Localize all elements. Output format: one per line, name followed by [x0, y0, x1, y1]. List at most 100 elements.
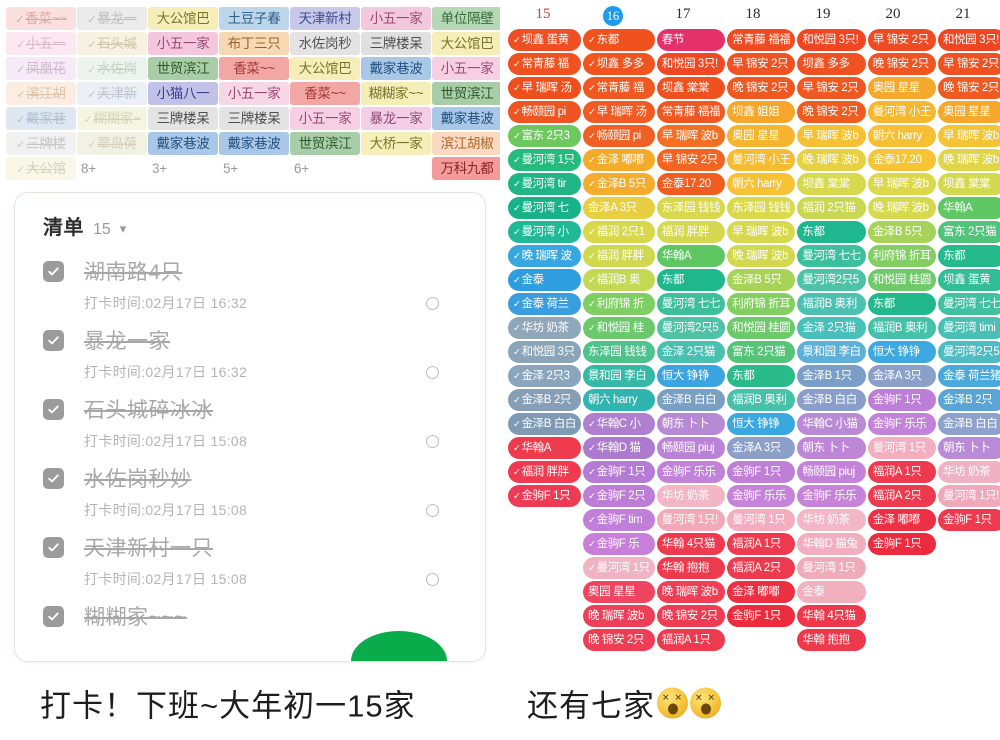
calendar-event-chip[interactable]: ✓福润 胖胖 — [583, 245, 655, 267]
tag-cell[interactable]: 三牌楼呆 — [361, 32, 431, 55]
calendar-event-chip[interactable]: 东泽园 钱钱 — [727, 197, 796, 219]
calendar-event-chip[interactable]: 金泽B 白白 — [937, 413, 1000, 435]
calendar-event-chip[interactable]: 和悦园 桂圆 — [867, 269, 936, 291]
calendar-event-chip[interactable]: 东泽园 钱钱 — [656, 197, 726, 219]
calendar-event-chip[interactable]: 和悦园 3只! — [656, 53, 726, 75]
tag-cell[interactable]: 世贸滨江 — [290, 132, 360, 155]
calendar-event-chip[interactable]: 曼河湾 1只! — [656, 509, 726, 531]
calendar-event-chip[interactable]: ✓华翰D 猫 — [583, 437, 655, 459]
calendar-day-15[interactable]: 15 — [535, 6, 551, 22]
tag-cell[interactable]: ✓滨江胡 — [6, 82, 76, 105]
calendar-event-chip[interactable]: 晚 瑞晖 波b — [867, 197, 936, 219]
checklist-item[interactable]: 石头城碎冰冰 打卡时间:02月17日 15:08 — [15, 394, 485, 451]
calendar-event-chip[interactable]: 金驹F 1只 — [937, 509, 1000, 531]
calendar-event-chip[interactable]: 利府锦 折耳 — [727, 293, 796, 315]
calendar-event-chip[interactable]: ✓金泽B 2只 — [508, 389, 582, 411]
tag-cell[interactable]: 滨江胡椒 — [432, 132, 500, 155]
calendar-event-chip[interactable]: ✓早 瑞晖 汤 — [508, 77, 582, 99]
calendar-event-chip[interactable]: 曼河湾 1只 — [727, 509, 796, 531]
tag-cell[interactable]: ✓戴家巷 — [6, 107, 76, 130]
tag-cell[interactable]: 暴龙一家 — [361, 107, 431, 130]
calendar-event-chip[interactable]: 金泰17.20 — [656, 173, 726, 195]
calendar-event-chip[interactable]: 金泽B 5只 — [727, 269, 796, 291]
calendar-day-17[interactable]: 17 — [675, 6, 691, 22]
calendar-event-chip[interactable]: 和悦园 桂圆 — [727, 317, 796, 339]
calendar-event-chip[interactable]: 东泽园 钱钱 — [583, 341, 655, 363]
tag-more-count[interactable]: 8+ — [81, 161, 96, 176]
calendar-event-chip[interactable]: 华翰D 猫兔 — [797, 533, 866, 555]
calendar-event-chip[interactable]: 朝六 harry — [583, 389, 655, 411]
calendar-event-chip[interactable]: 春节 — [656, 29, 726, 51]
calendar-event-chip[interactable]: 晚 瑞晖 波b — [656, 581, 726, 603]
calendar-event-chip[interactable]: ✓富东 2只3 — [508, 125, 582, 147]
calendar-event-chip[interactable]: 华坊 奶茶 — [797, 509, 866, 531]
tag-cell[interactable]: ✓小五一 — [6, 32, 76, 55]
calendar-event-chip[interactable]: 利府锦 折耳 — [867, 245, 936, 267]
tag-cell[interactable]: 世贸滨江 — [432, 82, 500, 105]
calendar-event-chip[interactable]: 福润 胖胖 — [656, 221, 726, 243]
tag-cell[interactable]: ✓翠岛荷 — [77, 132, 147, 155]
tag-cell[interactable]: ✓石头城 — [77, 32, 147, 55]
calendar-event-chip[interactable]: ✓金泰 荷兰 — [508, 293, 582, 315]
calendar-event-chip[interactable]: ✓常青藤 福 — [508, 53, 582, 75]
calendar-event-chip[interactable]: 坝鑫 棠棠 — [797, 173, 866, 195]
calendar-event-chip[interactable]: 曼河湾 七七 — [797, 245, 866, 267]
calendar-event-chip[interactable]: ✓畅颐园 pi — [508, 101, 582, 123]
checkbox-checked-icon[interactable] — [43, 260, 64, 282]
tag-cell[interactable]: 三牌楼呆 — [219, 107, 289, 130]
calendar-event-chip[interactable]: 晚 锦安 2只 — [727, 77, 796, 99]
checkbox-checked-icon[interactable] — [43, 605, 64, 627]
calendar-event-chip[interactable]: ✓金驹F 1只 — [583, 461, 655, 483]
calendar-event-chip[interactable]: 奥园 星星 — [583, 581, 655, 603]
calendar-event-chip[interactable]: 金驹F 乐乐 — [656, 461, 726, 483]
calendar-event-chip[interactable]: 早 瑞晖 波b — [867, 173, 936, 195]
calendar-event-chip[interactable]: 坝鑫 棠棠 — [937, 173, 1000, 195]
checklist-item[interactable]: 水佐岗秒妙 打卡时间:02月17日 15:08 — [15, 463, 485, 520]
calendar-event-chip[interactable]: ✓华坊 奶茶 — [508, 317, 582, 339]
calendar-day-19[interactable]: 19 — [815, 6, 831, 22]
calendar-event-chip[interactable]: ✓曼河湾 七 — [508, 197, 582, 219]
calendar-event-chip[interactable]: ✓常青藤 福 — [583, 77, 655, 99]
calendar-event-chip[interactable]: ✓福润B 奥 — [583, 269, 655, 291]
reminder-circle-icon[interactable] — [426, 503, 439, 517]
calendar-event-chip[interactable]: ✓曼河湾 1只 — [583, 557, 655, 579]
calendar-event-chip[interactable]: 东都 — [727, 365, 796, 387]
calendar-event-chip[interactable]: 早 瑞晖 波b — [937, 125, 1000, 147]
calendar-event-chip[interactable]: 曼河湾 1只! — [937, 485, 1000, 507]
calendar-day-20[interactable]: 20 — [885, 6, 901, 22]
calendar-event-chip[interactable]: 早 瑞晖 波b — [656, 125, 726, 147]
calendar-event-chip[interactable]: 金泽 嘟嘟 — [867, 509, 936, 531]
calendar-event-chip[interactable]: ✓华翰A — [508, 437, 582, 459]
calendar-event-chip[interactable]: 华翰 抱抱 — [656, 557, 726, 579]
calendar-event-chip[interactable]: 金驹F 乐乐 — [867, 413, 936, 435]
calendar-event-chip[interactable]: ✓早 瑞晖 汤 — [583, 101, 655, 123]
checkbox-checked-icon[interactable] — [43, 329, 64, 351]
calendar-event-chip[interactable]: ✓利府锦 折 — [583, 293, 655, 315]
calendar-event-chip[interactable]: 朝东 卜卜 — [797, 437, 866, 459]
tag-cell[interactable]: 大公馆巴 — [432, 32, 500, 55]
calendar-event-chip[interactable]: 金泽A 3只 — [583, 197, 655, 219]
tag-cell[interactable]: 小猫八一 — [148, 82, 218, 105]
calendar-event-chip[interactable]: 畅颐园 piuj — [797, 461, 866, 483]
calendar-event-chip[interactable]: 华坊 奶茶 — [656, 485, 726, 507]
tag-cell[interactable]: 戴家巷波 — [432, 107, 500, 130]
calendar-event-chip[interactable]: 富东 2只猫 — [937, 221, 1000, 243]
calendar-event-chip[interactable]: ✓曼河湾 小 — [508, 221, 582, 243]
tag-cell[interactable]: 戴家巷波 — [219, 132, 289, 155]
calendar-event-chip[interactable]: ✓坝鑫 蛋黄 — [508, 29, 582, 51]
calendar-event-chip[interactable]: 华翰A — [937, 197, 1000, 219]
calendar-event-chip[interactable]: 坝鑫 棠棠 — [656, 77, 726, 99]
calendar-event-chip[interactable]: 晚 锦安 2只 — [797, 101, 866, 123]
calendar-event-chip[interactable]: 福润B 奥利 — [727, 389, 796, 411]
calendar-event-chip[interactable]: 早 锦安 2只 — [867, 29, 936, 51]
tag-cell[interactable]: 小五一家 — [361, 7, 431, 30]
calendar-event-chip[interactable]: 晚 瑞晖 波b — [797, 149, 866, 171]
tag-cell[interactable]: ✓暴龙一 — [77, 7, 147, 30]
calendar-event-chip[interactable]: ✓和悦园 3只 — [508, 341, 582, 363]
tag-cell[interactable]: 大桥一家 — [361, 132, 431, 155]
calendar-event-chip[interactable]: 曼河湾 七七 — [937, 293, 1000, 315]
tag-cell[interactable]: 水佐岗秒 — [290, 32, 360, 55]
reminder-circle-icon[interactable] — [426, 365, 439, 379]
calendar-event-chip[interactable]: 金泰17.20 — [867, 149, 936, 171]
tag-cell[interactable]: 土豆子春 — [219, 7, 289, 30]
